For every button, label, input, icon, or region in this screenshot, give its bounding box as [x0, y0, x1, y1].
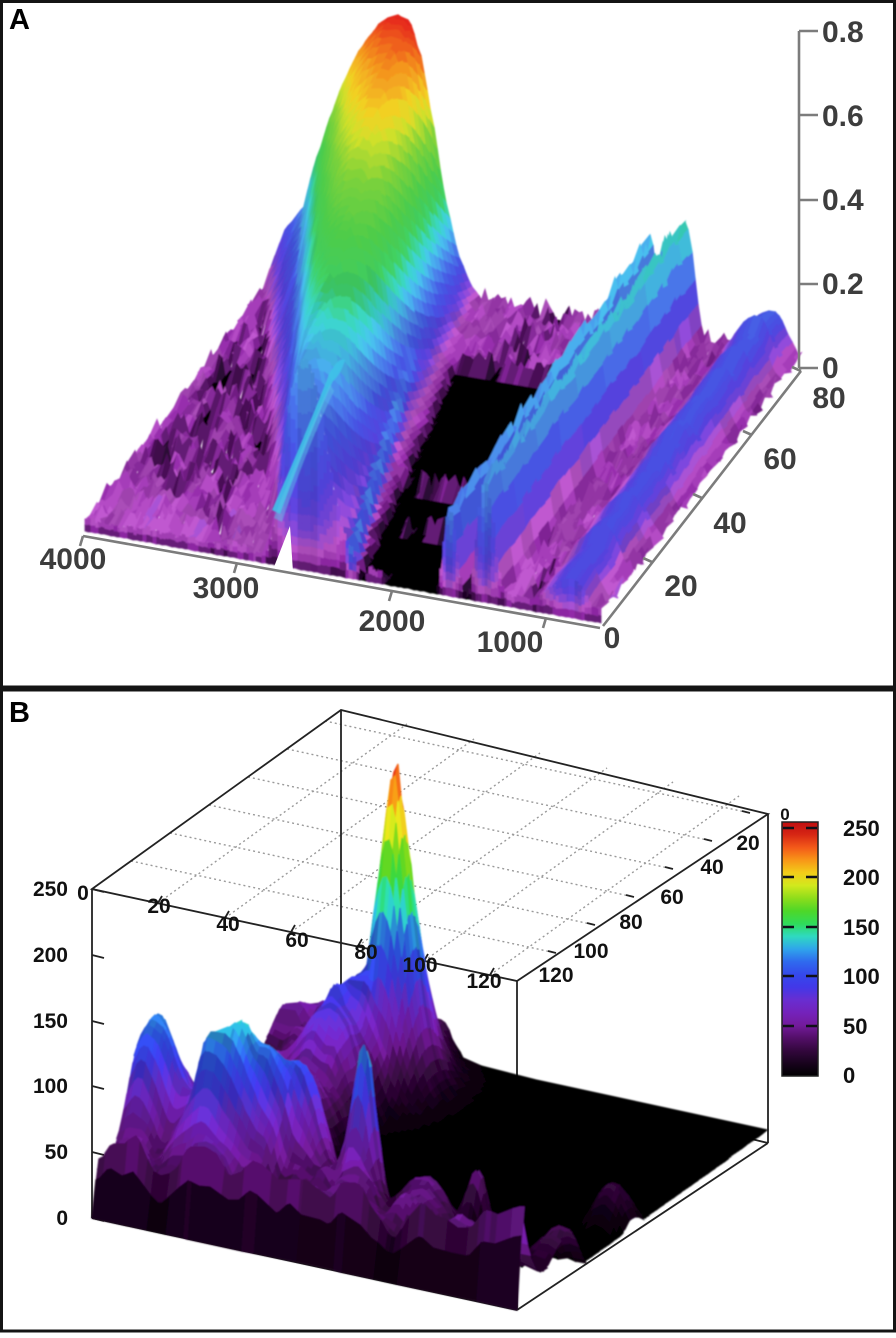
svg-text:B: B [9, 697, 30, 729]
svg-text:100: 100 [573, 940, 608, 963]
svg-text:20: 20 [736, 832, 759, 855]
svg-text:250: 250 [843, 816, 880, 841]
svg-text:0: 0 [77, 882, 89, 905]
svg-text:120: 120 [466, 970, 501, 993]
svg-text:3000: 3000 [193, 572, 260, 605]
svg-text:40: 40 [216, 913, 239, 936]
svg-text:60: 60 [660, 886, 683, 909]
svg-text:2000: 2000 [359, 605, 426, 638]
svg-text:100: 100 [843, 964, 880, 989]
svg-text:50: 50 [45, 1141, 68, 1164]
svg-text:200: 200 [843, 865, 880, 890]
svg-text:40: 40 [713, 507, 746, 540]
svg-text:0.6: 0.6 [822, 100, 864, 133]
svg-text:250: 250 [33, 878, 68, 901]
svg-text:20: 20 [664, 570, 697, 603]
svg-text:0.8: 0.8 [822, 16, 864, 49]
svg-text:20: 20 [147, 895, 170, 918]
svg-text:50: 50 [843, 1014, 867, 1039]
svg-text:4000: 4000 [40, 543, 107, 576]
svg-text:100: 100 [402, 954, 437, 977]
svg-text:80: 80 [354, 941, 377, 964]
svg-text:60: 60 [285, 929, 308, 952]
svg-text:0: 0 [822, 352, 839, 385]
svg-text:60: 60 [763, 443, 796, 476]
svg-text:0.2: 0.2 [822, 268, 864, 301]
svg-text:80: 80 [812, 382, 845, 415]
svg-text:200: 200 [33, 944, 68, 967]
svg-text:0.4: 0.4 [822, 184, 864, 217]
svg-text:40: 40 [700, 856, 723, 879]
svg-text:0: 0 [604, 622, 621, 655]
svg-text:0: 0 [843, 1063, 855, 1088]
svg-text:80: 80 [619, 911, 642, 934]
svg-text:120: 120 [538, 964, 573, 987]
svg-text:150: 150 [843, 915, 880, 940]
svg-text:0: 0 [56, 1207, 68, 1230]
svg-text:150: 150 [33, 1010, 68, 1033]
svg-text:1000: 1000 [477, 626, 544, 659]
svg-text:0: 0 [780, 805, 789, 824]
svg-text:100: 100 [33, 1075, 68, 1098]
svg-text:A: A [9, 4, 30, 36]
